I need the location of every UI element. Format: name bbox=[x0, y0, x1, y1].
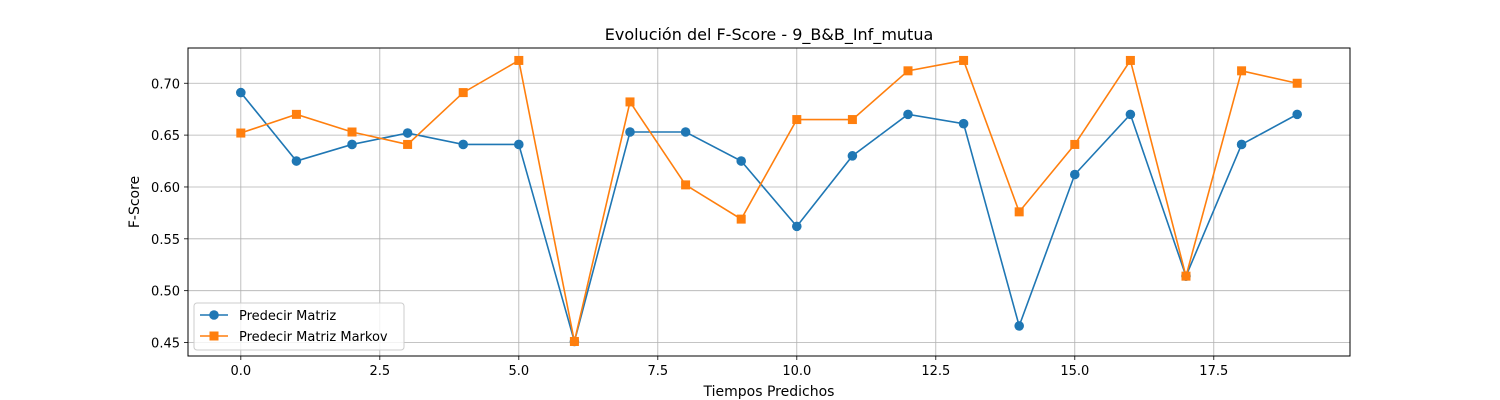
x-axis-ticks: 0.0 2.5 5.0 7.5 10.0 12.5 15.0 17.5 bbox=[230, 356, 1228, 379]
legend-label: Predecir Matriz Markov bbox=[239, 330, 388, 345]
y-tick-label: 0.50 bbox=[151, 285, 180, 300]
series-line bbox=[240, 58, 1298, 342]
y-tick-label: 0.70 bbox=[151, 77, 180, 92]
x-axis-label: Tiempos Predichos bbox=[703, 384, 835, 400]
data-point bbox=[1014, 207, 1024, 217]
data-point bbox=[569, 336, 579, 346]
y-axis-label: F-Score bbox=[127, 176, 143, 228]
data-point bbox=[236, 128, 246, 138]
legend-marker bbox=[209, 310, 219, 320]
data-point bbox=[1069, 169, 1080, 180]
data-point bbox=[847, 115, 857, 125]
x-tick-label: 10.0 bbox=[782, 364, 811, 379]
data-point bbox=[458, 88, 468, 98]
data-point bbox=[680, 127, 691, 137]
data-point bbox=[347, 127, 357, 137]
data-point bbox=[347, 139, 357, 150]
data-point bbox=[1292, 78, 1302, 88]
legend-item: Predecir Matriz bbox=[200, 309, 336, 324]
legend: Predecir Matriz Predecir Matriz Markov bbox=[193, 302, 405, 351]
data-point bbox=[792, 115, 802, 125]
legend-box bbox=[193, 302, 405, 351]
data-point bbox=[1237, 66, 1247, 76]
data-point bbox=[903, 66, 913, 76]
data-point bbox=[847, 151, 858, 161]
data-point bbox=[1014, 321, 1024, 331]
data-point bbox=[791, 221, 802, 232]
legend-item: Predecir Matriz Markov bbox=[200, 330, 388, 345]
data-point bbox=[959, 55, 969, 65]
data-point bbox=[291, 156, 302, 166]
data-point bbox=[514, 139, 524, 150]
data-point bbox=[736, 156, 747, 166]
data-point bbox=[681, 180, 691, 190]
series-layer bbox=[236, 55, 1302, 347]
data-point bbox=[1181, 271, 1191, 281]
x-tick-label: 17.5 bbox=[1199, 364, 1228, 379]
x-tick-label: 12.5 bbox=[921, 364, 950, 379]
data-point bbox=[402, 128, 413, 138]
y-tick-label: 0.65 bbox=[151, 129, 180, 144]
y-axis-ticks: 0.45 0.50 0.55 0.60 0.65 0.70 bbox=[151, 77, 188, 352]
y-tick-label: 0.45 bbox=[151, 337, 180, 352]
x-tick-label: 5.0 bbox=[508, 364, 529, 379]
data-point bbox=[958, 118, 969, 129]
data-point bbox=[736, 214, 746, 224]
x-tick-label: 0.0 bbox=[230, 364, 251, 379]
data-point bbox=[514, 55, 524, 65]
grid-lines bbox=[188, 48, 1350, 356]
x-tick-label: 15.0 bbox=[1060, 364, 1089, 379]
data-point bbox=[291, 109, 301, 119]
legend-marker bbox=[209, 331, 219, 341]
data-point bbox=[903, 109, 913, 120]
data-point bbox=[403, 139, 413, 149]
data-point bbox=[458, 139, 469, 150]
data-point bbox=[1125, 109, 1136, 120]
y-tick-label: 0.55 bbox=[151, 233, 180, 248]
data-point bbox=[236, 87, 246, 98]
data-point bbox=[1125, 55, 1135, 65]
data-point bbox=[625, 127, 635, 137]
data-point bbox=[1236, 139, 1247, 150]
legend-label: Predecir Matriz bbox=[239, 309, 336, 324]
data-point bbox=[625, 97, 635, 107]
data-point bbox=[1292, 109, 1302, 120]
x-tick-label: 2.5 bbox=[369, 364, 390, 379]
data-point bbox=[1070, 139, 1080, 149]
plot-frame bbox=[187, 47, 1351, 357]
series-2 bbox=[236, 55, 1302, 346]
y-tick-label: 0.60 bbox=[151, 181, 180, 196]
chart-title: Evolución del F-Score - 9_B&B_Inf_mutua bbox=[605, 25, 934, 45]
x-tick-label: 7.5 bbox=[647, 364, 668, 379]
